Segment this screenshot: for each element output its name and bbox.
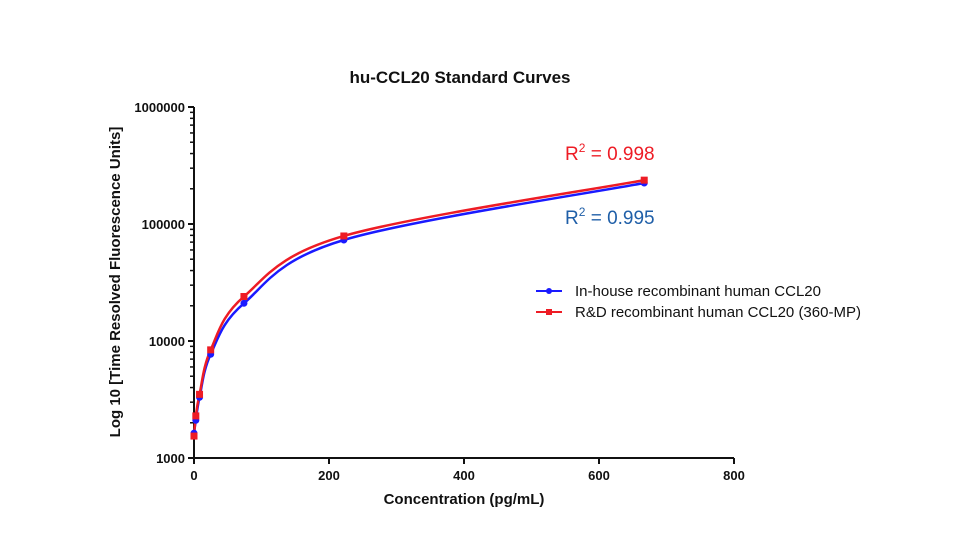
y-axis-label: Log 10 [Time Resolved Fluorescence Units… bbox=[107, 127, 124, 438]
legend-marker-inhouse bbox=[546, 288, 552, 294]
legend-item-rnd: R&D recombinant human CCL20 (360-MP) bbox=[536, 304, 861, 321]
series-line-1 bbox=[192, 178, 645, 437]
y-tick-label: 1000 bbox=[156, 451, 185, 466]
x-axis-label: Concentration (pg/mL) bbox=[384, 491, 545, 508]
x-tick-label: 200 bbox=[318, 468, 340, 483]
legend-label-rnd: R&D recombinant human CCL20 (360-MP) bbox=[575, 304, 861, 321]
legend-marker-rnd bbox=[546, 309, 552, 315]
data-point-rnd bbox=[190, 432, 198, 440]
data-point-rnd bbox=[340, 232, 348, 240]
points bbox=[190, 176, 648, 440]
x-tick-label: 600 bbox=[588, 468, 610, 483]
data-point-rnd bbox=[207, 346, 215, 354]
x-tick-label: 400 bbox=[453, 468, 475, 483]
legend-label-inhouse: In-house recombinant human CCL20 bbox=[575, 283, 821, 300]
r2-annotation-rnd: R2 = 0.998 bbox=[565, 141, 655, 165]
legend: In-house recombinant human CCL20 R&D rec… bbox=[536, 283, 861, 321]
chart-title: hu-CCL20 Standard Curves bbox=[349, 68, 570, 87]
data-point-rnd bbox=[192, 412, 200, 420]
data-point-rnd bbox=[240, 293, 248, 301]
data-point-inhouse bbox=[240, 299, 248, 307]
r2-annotation-inhouse: R2 = 0.995 bbox=[565, 205, 655, 229]
legend-item-inhouse: In-house recombinant human CCL20 bbox=[536, 283, 821, 300]
y-tick-label: 10000 bbox=[149, 334, 185, 349]
data-point-rnd bbox=[196, 390, 204, 398]
x-tick-label: 0 bbox=[190, 468, 197, 483]
x-tick-label: 800 bbox=[723, 468, 745, 483]
data-point-rnd bbox=[640, 176, 648, 184]
axes: 1000 10000 100000 1000000 0 200 400 600 800 bbox=[134, 100, 744, 483]
y-tick-label: 1000000 bbox=[134, 100, 185, 115]
y-tick-label: 100000 bbox=[142, 217, 185, 232]
